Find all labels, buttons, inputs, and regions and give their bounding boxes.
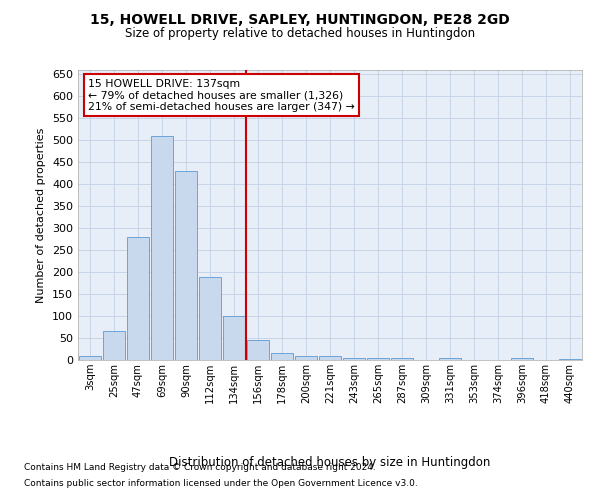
Bar [103,332,125,360]
Bar [343,358,365,360]
Text: Contains HM Land Registry data © Crown copyright and database right 2024.: Contains HM Land Registry data © Crown c… [24,464,376,472]
Bar [151,136,173,360]
Bar [247,340,269,360]
Bar [199,276,221,360]
Bar [319,356,341,360]
Bar [391,358,413,360]
Text: 15, HOWELL DRIVE, SAPLEY, HUNTINGDON, PE28 2GD: 15, HOWELL DRIVE, SAPLEY, HUNTINGDON, PE… [90,12,510,26]
Text: 15 HOWELL DRIVE: 137sqm
← 79% of detached houses are smaller (1,326)
21% of semi: 15 HOWELL DRIVE: 137sqm ← 79% of detache… [88,78,355,112]
Bar [79,356,101,360]
Y-axis label: Number of detached properties: Number of detached properties [37,128,46,302]
Bar [367,358,389,360]
Bar [271,354,293,360]
Bar [511,358,533,360]
Bar [175,171,197,360]
Bar [559,358,581,360]
Text: Contains public sector information licensed under the Open Government Licence v3: Contains public sector information licen… [24,478,418,488]
Bar [295,356,317,360]
Text: Size of property relative to detached houses in Huntingdon: Size of property relative to detached ho… [125,28,475,40]
Bar [127,237,149,360]
Bar [223,316,245,360]
Bar [439,358,461,360]
X-axis label: Distribution of detached houses by size in Huntingdon: Distribution of detached houses by size … [169,456,491,469]
